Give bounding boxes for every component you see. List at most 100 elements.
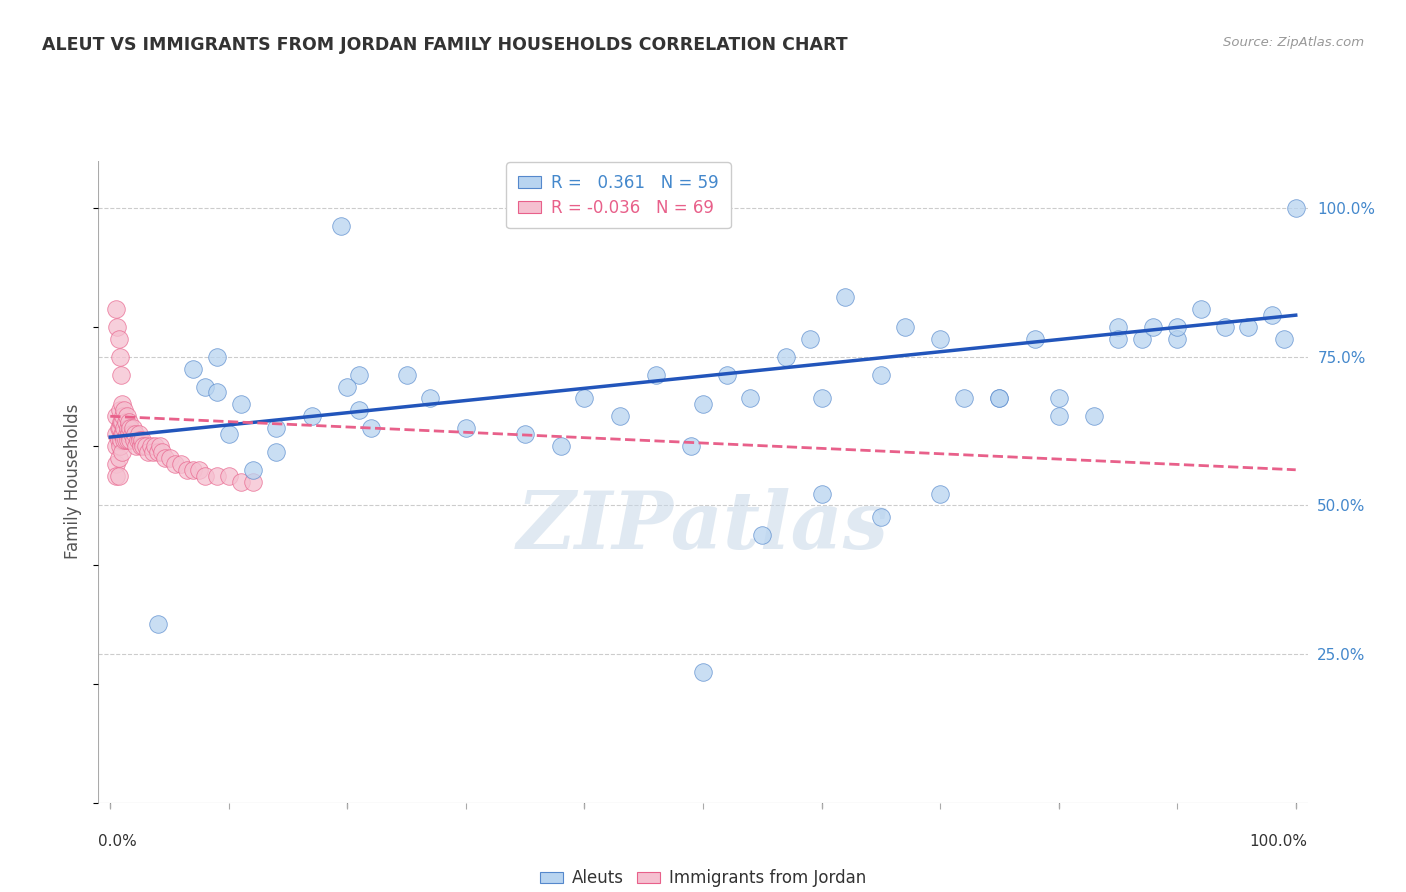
Point	[218, 427, 240, 442]
Point	[114, 433, 136, 447]
Point	[135, 439, 157, 453]
Point	[810, 392, 832, 406]
Point	[129, 433, 152, 447]
Point	[136, 445, 159, 459]
Point	[740, 392, 762, 406]
Point	[574, 392, 596, 406]
Point	[929, 486, 952, 500]
Point	[869, 510, 891, 524]
Point	[107, 450, 129, 465]
Point	[105, 427, 128, 442]
Point	[105, 320, 128, 334]
Point	[988, 392, 1011, 406]
Point	[336, 379, 359, 393]
Point	[929, 332, 952, 346]
Point	[120, 433, 142, 447]
Point	[108, 439, 131, 453]
Point	[132, 439, 155, 453]
Point	[218, 468, 240, 483]
Point	[347, 403, 370, 417]
Point	[129, 439, 152, 453]
Point	[146, 617, 169, 632]
Point	[229, 397, 252, 411]
Point	[108, 403, 131, 417]
Point	[194, 379, 217, 393]
Point	[117, 421, 139, 435]
Point	[105, 439, 128, 453]
Point	[110, 415, 132, 429]
Point	[115, 409, 138, 424]
Point	[205, 468, 228, 483]
Point	[111, 445, 134, 459]
Point	[107, 433, 129, 447]
Text: ZIPatlas: ZIPatlas	[517, 488, 889, 566]
Point	[153, 450, 176, 465]
Legend: Aleuts, Immigrants from Jordan: Aleuts, Immigrants from Jordan	[533, 863, 873, 892]
Point	[131, 433, 153, 447]
Point	[159, 450, 181, 465]
Point	[121, 427, 143, 442]
Point	[1024, 332, 1046, 346]
Point	[242, 475, 264, 489]
Point	[110, 433, 132, 447]
Point	[188, 463, 211, 477]
Point	[395, 368, 418, 382]
Point	[142, 445, 165, 459]
Point	[869, 368, 891, 382]
Point	[149, 439, 172, 453]
Point	[181, 361, 204, 376]
Point	[360, 421, 382, 435]
Point	[205, 385, 228, 400]
Point	[105, 409, 128, 424]
Point	[108, 350, 131, 364]
Point	[127, 433, 149, 447]
Point	[152, 445, 174, 459]
Point	[111, 427, 134, 442]
Point	[114, 415, 136, 429]
Point	[118, 415, 141, 429]
Point	[105, 302, 128, 317]
Point	[1107, 320, 1129, 334]
Point	[893, 320, 915, 334]
Point	[330, 219, 353, 233]
Point	[146, 445, 169, 459]
Point	[121, 421, 143, 435]
Point	[242, 463, 264, 477]
Point	[1285, 201, 1308, 215]
Point	[644, 368, 666, 382]
Point	[112, 427, 135, 442]
Point	[111, 397, 134, 411]
Point	[1047, 392, 1070, 406]
Point	[799, 332, 821, 346]
Point	[1272, 332, 1295, 346]
Point	[1166, 320, 1188, 334]
Point	[139, 439, 162, 453]
Point	[1261, 308, 1284, 322]
Point	[692, 665, 714, 679]
Text: Source: ZipAtlas.com: Source: ZipAtlas.com	[1223, 36, 1364, 49]
Point	[264, 445, 287, 459]
Point	[118, 427, 141, 442]
Point	[834, 290, 856, 304]
Point	[120, 421, 142, 435]
Text: ALEUT VS IMMIGRANTS FROM JORDAN FAMILY HOUSEHOLDS CORRELATION CHART: ALEUT VS IMMIGRANTS FROM JORDAN FAMILY H…	[42, 36, 848, 54]
Point	[122, 433, 145, 447]
Point	[775, 350, 797, 364]
Point	[107, 421, 129, 435]
Point	[128, 427, 150, 442]
Point	[454, 421, 477, 435]
Point	[988, 392, 1011, 406]
Point	[692, 397, 714, 411]
Point	[115, 427, 138, 442]
Point	[609, 409, 631, 424]
Point	[143, 439, 166, 453]
Point	[550, 439, 572, 453]
Point	[229, 475, 252, 489]
Point	[751, 528, 773, 542]
Point	[1083, 409, 1105, 424]
Point	[810, 486, 832, 500]
Point	[1130, 332, 1153, 346]
Point	[952, 392, 974, 406]
Y-axis label: Family Households: Family Households	[65, 404, 83, 559]
Point	[264, 421, 287, 435]
